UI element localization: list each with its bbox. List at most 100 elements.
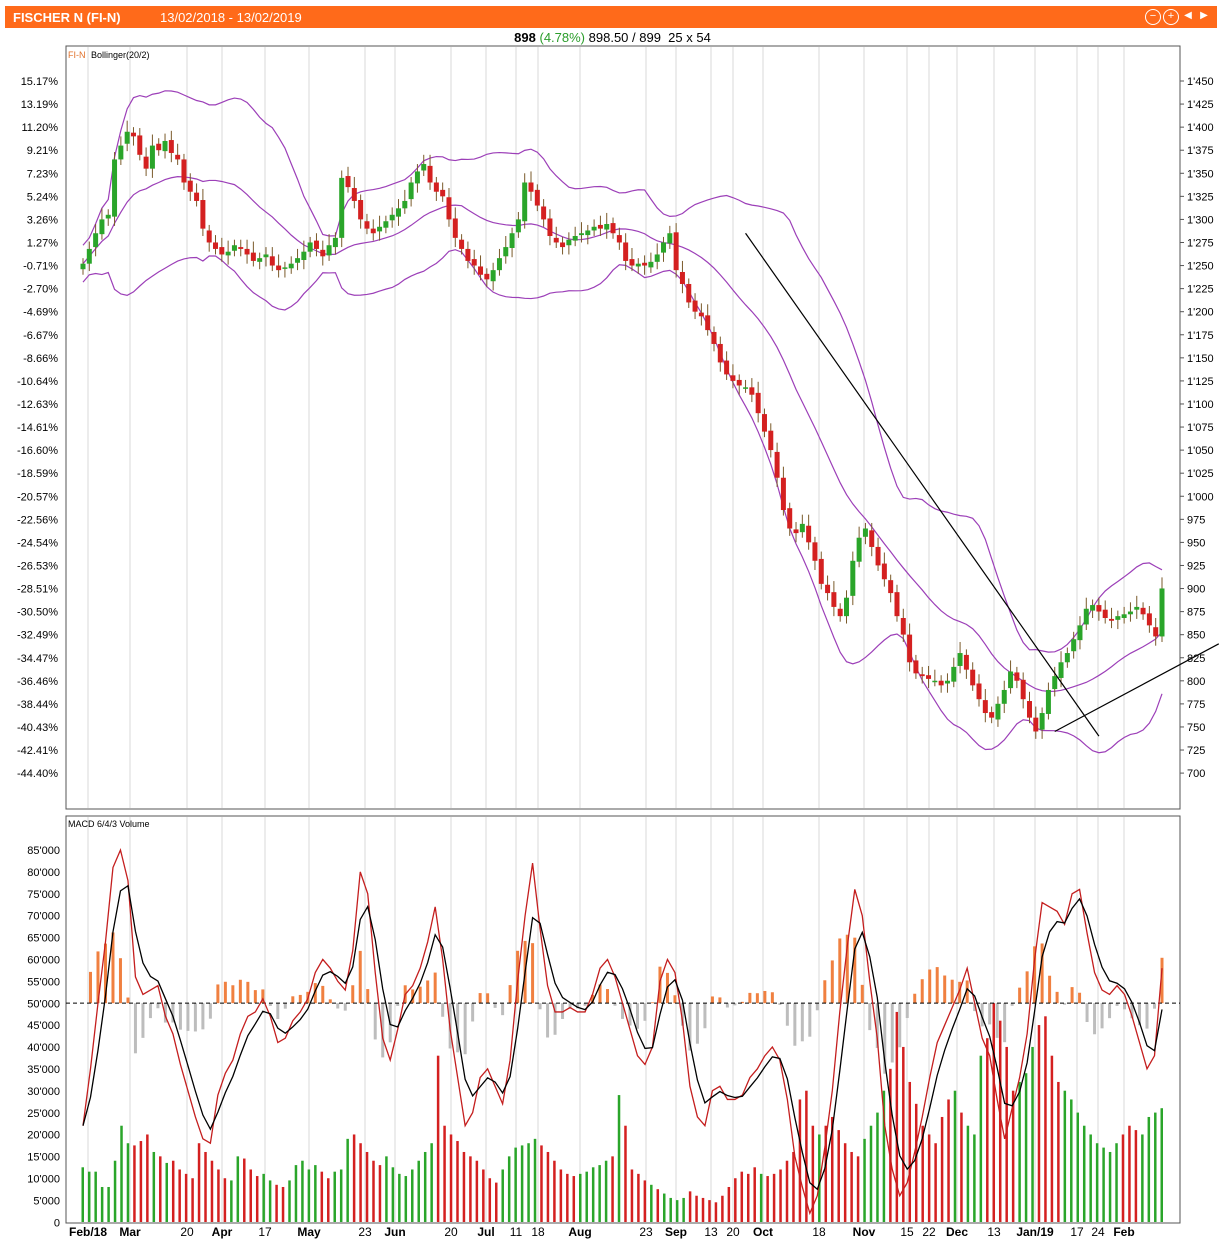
histogram-bar [366,989,370,1004]
price-tick-label: 750 [1187,722,1205,734]
volume-bar [998,1020,1002,1222]
histogram-bar [958,981,962,1004]
percent-tick-label: -6.67% [23,330,58,342]
candle-body [118,145,124,160]
volume-bar [604,1160,608,1222]
volume-bar [365,1151,369,1222]
date-tick-label: Dec [946,1225,968,1239]
histogram-bar [1138,1003,1142,1026]
volume-bar [979,1055,983,1222]
price-tick-label: 975 [1187,514,1205,526]
volume-bar [449,1134,453,1222]
volume-bar [152,1151,156,1222]
zoom-out-icon[interactable]: − [1145,9,1161,25]
volume-bar [191,1178,194,1222]
date-tick-label: 20 [444,1225,458,1239]
histogram-bar [718,997,722,1004]
volume-bar [863,1138,866,1222]
histogram-bar [201,1003,205,1030]
candle-body [320,249,326,257]
histogram-bar [96,951,100,1004]
legend-ticker: FI-N [68,50,86,60]
candle-body [238,247,244,249]
volume-bar [469,1156,472,1222]
volume-bar [837,1130,840,1222]
volume-bar [275,1184,278,1222]
candle-body [724,360,730,375]
volume-bar [669,1197,672,1222]
date-tick-label: 18 [812,1225,826,1239]
candle-body [194,192,200,201]
price-tick-label: 950 [1187,537,1205,549]
histogram-bar [486,993,490,1004]
candle-body [730,375,736,381]
candle-body [288,263,294,269]
histogram-bar [238,979,242,1004]
volume-bar [1108,1151,1112,1222]
histogram-bar [853,937,857,1004]
volume-bar [1147,1116,1151,1222]
histogram-bar [261,989,265,1004]
volume-bar [973,1134,976,1222]
histogram-bar [680,1003,684,1026]
percent-tick-label: -18.59% [17,468,58,480]
candle-body [364,221,370,229]
percent-tick-label: 3.26% [27,214,58,226]
price-tick-label: 800 [1187,676,1205,688]
volume-bar [675,1200,679,1222]
candle-body [1146,613,1152,626]
histogram-bar [561,1003,565,1019]
volume-bar [643,1180,647,1222]
candle-body [844,597,850,617]
histogram-bar [905,1003,909,1019]
histogram-bar [688,1003,692,1051]
volume-bar [934,1143,937,1222]
volume-bar [243,1158,246,1222]
histogram-bar [913,993,917,1004]
volume-bar [307,1169,311,1222]
candle-body [560,242,566,248]
volume-tick-label: 0 [54,1217,60,1229]
candle-body [257,258,263,262]
volume-bar [960,1112,963,1222]
histogram-bar [231,985,235,1004]
date-tick-label: 22 [922,1225,936,1239]
candle-body [825,584,831,594]
zoom-in-icon[interactable]: + [1163,9,1179,25]
volume-tick-label: 60'000 [27,955,60,967]
volume-bar [986,1038,989,1222]
candle-body [957,653,963,666]
volume-tick-label: 45'000 [27,1020,60,1032]
volume-tick-label: 70'000 [27,911,60,923]
candle-body [471,259,477,266]
price-tick-label: 1'325 [1187,191,1214,203]
trend-lines[interactable] [745,232,1220,737]
candle-body [522,182,528,222]
scroll-left-icon[interactable]: ◀ [1184,10,1192,21]
histogram-bar [163,1003,167,1023]
scroll-right-icon[interactable]: ▶ [1200,10,1208,21]
histogram-bar [1010,1003,1014,1006]
volume-bar [249,1169,252,1222]
histogram-bar [815,1003,819,1011]
candlesticks[interactable] [80,120,1165,739]
histogram-bar [740,1001,744,1004]
candle-body [635,263,641,267]
candle-body [686,283,692,303]
date-tick-label: May [297,1225,321,1239]
trend-line-up [1054,643,1220,733]
histogram-bar [935,967,939,1004]
histogram-bar [845,934,849,1004]
histogram-bar [943,975,947,1004]
volume-bar [314,1165,317,1222]
date-tick-label: 13 [987,1225,1001,1239]
price-tick-label: 1'175 [1187,330,1214,342]
percent-tick-label: -36.46% [17,676,58,688]
candle-body [1159,588,1165,637]
volume-bar [734,1178,737,1222]
histogram-bar [860,984,864,1004]
candle-body [162,140,168,152]
histogram-bar [1040,943,1044,1004]
candle-body [907,634,913,663]
